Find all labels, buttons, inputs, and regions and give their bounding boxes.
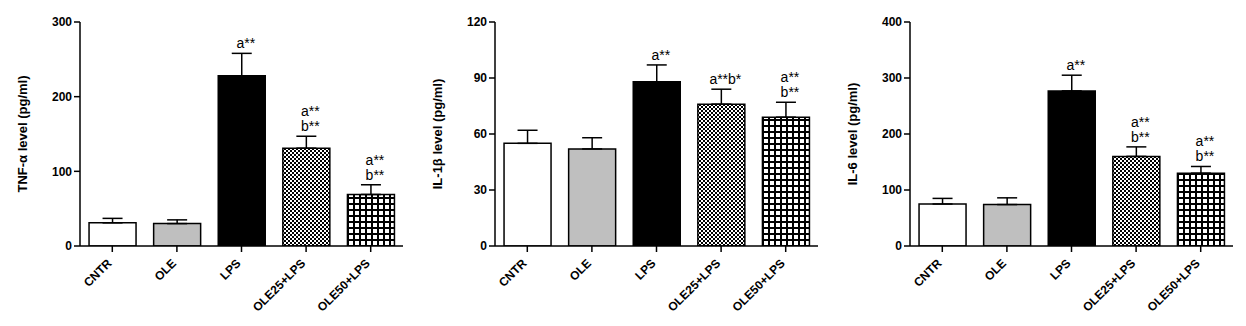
svg-text:300: 300 xyxy=(52,15,72,29)
svg-text:100: 100 xyxy=(882,183,902,197)
svg-text:a**: a** xyxy=(1066,57,1085,73)
svg-text:90: 90 xyxy=(474,71,488,85)
svg-text:100: 100 xyxy=(52,165,72,179)
svg-text:a**: a** xyxy=(1196,133,1215,149)
svg-text:a**: a** xyxy=(651,47,670,63)
svg-text:OLE50+LPS: OLE50+LPS xyxy=(1145,256,1203,314)
svg-text:0: 0 xyxy=(895,239,902,253)
svg-text:a**b*: a**b* xyxy=(709,71,741,87)
svg-text:CNTR: CNTR xyxy=(496,256,530,290)
svg-text:b**: b** xyxy=(1196,148,1215,164)
svg-text:a**: a** xyxy=(781,69,800,85)
svg-text:LPS: LPS xyxy=(632,256,658,282)
svg-text:300: 300 xyxy=(882,71,902,85)
svg-text:120: 120 xyxy=(467,15,487,29)
svg-text:OLE25+LPS: OLE25+LPS xyxy=(665,256,723,314)
svg-text:b**: b** xyxy=(1131,129,1150,145)
svg-text:0: 0 xyxy=(65,239,72,253)
svg-text:TNF-α level (pg/ml): TNF-α level (pg/ml) xyxy=(15,75,30,192)
svg-text:OLE: OLE xyxy=(567,256,594,283)
svg-text:OLE50+LPS: OLE50+LPS xyxy=(315,256,373,314)
svg-text:OLE50+LPS: OLE50+LPS xyxy=(730,256,788,314)
svg-text:OLE: OLE xyxy=(982,256,1009,283)
svg-text:CNTR: CNTR xyxy=(81,256,115,290)
svg-text:400: 400 xyxy=(882,15,902,29)
svg-text:LPS: LPS xyxy=(1047,256,1073,282)
svg-text:b**: b** xyxy=(781,84,800,100)
svg-text:OLE: OLE xyxy=(152,256,179,283)
svg-text:a**: a** xyxy=(236,35,255,51)
svg-text:200: 200 xyxy=(52,90,72,104)
svg-text:LPS: LPS xyxy=(217,256,243,282)
svg-text:60: 60 xyxy=(474,127,488,141)
svg-text:CNTR: CNTR xyxy=(911,256,945,290)
svg-text:OLE25+LPS: OLE25+LPS xyxy=(250,256,308,314)
svg-text:a**: a** xyxy=(1131,114,1150,130)
svg-text:a**: a** xyxy=(301,103,320,119)
svg-text:200: 200 xyxy=(882,127,902,141)
svg-text:IL-6 level (pg/ml): IL-6 level (pg/ml) xyxy=(845,83,860,186)
svg-text:b**: b** xyxy=(366,167,385,183)
svg-text:0: 0 xyxy=(480,239,487,253)
svg-text:a**: a** xyxy=(366,152,385,168)
svg-text:IL-1β level (pg/ml): IL-1β level (pg/ml) xyxy=(430,79,445,190)
svg-text:b**: b** xyxy=(301,118,320,134)
svg-text:OLE25+LPS: OLE25+LPS xyxy=(1080,256,1138,314)
svg-text:30: 30 xyxy=(474,183,488,197)
